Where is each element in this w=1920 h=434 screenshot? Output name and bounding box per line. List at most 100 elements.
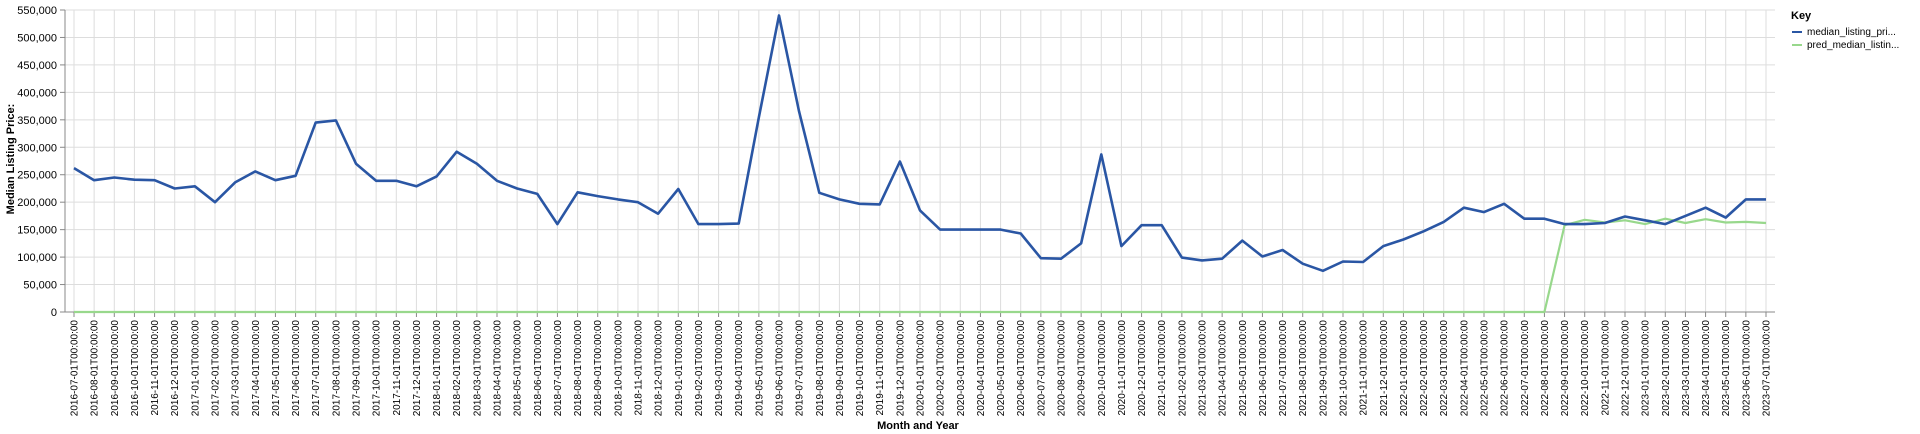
x-tick-label: 2016-10-01T00:00:00	[130, 320, 141, 417]
y-tick-label: 50,000	[23, 280, 57, 292]
x-tick-label: 2018-09-01T00:00:00	[593, 320, 604, 417]
x-tick-label: 2020-04-01T00:00:00	[976, 320, 987, 417]
x-tick-label: 2016-12-01T00:00:00	[170, 320, 181, 417]
x-tick-label: 2021-10-01T00:00:00	[1339, 320, 1350, 417]
x-tick-label: 2020-06-01T00:00:00	[1016, 320, 1027, 417]
x-tick-label: 2022-07-01T00:00:00	[1520, 320, 1531, 417]
x-tick-label: 2019-11-01T00:00:00	[875, 320, 886, 416]
x-tick-label: 2020-12-01T00:00:00	[1137, 320, 1148, 417]
x-tick-label: 2023-02-01T00:00:00	[1661, 320, 1672, 417]
x-tick-label: 2020-07-01T00:00:00	[1036, 320, 1047, 417]
x-tick-label: 2018-03-01T00:00:00	[472, 320, 483, 417]
x-tick-label: 2018-02-01T00:00:00	[452, 320, 463, 417]
x-tick-label: 2022-09-01T00:00:00	[1560, 320, 1571, 417]
x-tick-label: 2017-11-01T00:00:00	[392, 320, 403, 416]
x-tick-label: 2018-08-01T00:00:00	[573, 320, 584, 417]
x-tick-label: 2023-06-01T00:00:00	[1741, 320, 1752, 417]
y-tick-label: 250,000	[17, 170, 57, 182]
y-tick-label: 350,000	[17, 115, 57, 127]
x-tick-label: 2020-02-01T00:00:00	[936, 320, 947, 417]
x-tick-label: 2017-09-01T00:00:00	[352, 320, 363, 417]
x-tick-label: 2020-05-01T00:00:00	[996, 320, 1007, 417]
x-tick-label: 2019-05-01T00:00:00	[754, 320, 765, 417]
y-tick-label: 300,000	[17, 142, 57, 154]
x-tick-label: 2020-01-01T00:00:00	[916, 320, 927, 417]
x-tick-label: 2018-06-01T00:00:00	[533, 320, 544, 417]
x-tick-label: 2017-04-01T00:00:00	[251, 320, 262, 417]
x-tick-label: 2016-07-01T00:00:00	[70, 320, 81, 417]
x-tick-label: 2016-08-01T00:00:00	[90, 320, 101, 417]
legend: Key median_listing_pri... pred_median_li…	[1791, 10, 1899, 51]
y-axis-title: Median Listing Price:	[5, 104, 17, 215]
y-tick-label: 550,000	[17, 5, 57, 17]
x-tick-label: 2018-11-01T00:00:00	[634, 320, 645, 416]
x-tick-label: 2022-03-01T00:00:00	[1439, 320, 1450, 417]
x-tick-label: 2018-12-01T00:00:00	[654, 320, 665, 417]
x-tick-label: 2019-08-01T00:00:00	[815, 320, 826, 417]
y-tick-label: 100,000	[17, 252, 57, 264]
x-tick-label: 2020-09-01T00:00:00	[1077, 320, 1088, 417]
x-tick-label: 2021-01-01T00:00:00	[1157, 320, 1168, 417]
x-tick-label: 2020-11-01T00:00:00	[1117, 320, 1128, 416]
y-tick-label: 150,000	[17, 225, 57, 237]
x-tick-label: 2018-07-01T00:00:00	[553, 320, 564, 417]
x-tick-label: 2017-06-01T00:00:00	[291, 320, 302, 417]
x-tick-label: 2019-02-01T00:00:00	[694, 320, 705, 417]
x-tick-label: 2021-07-01T00:00:00	[1278, 320, 1289, 417]
x-tick-label: 2021-05-01T00:00:00	[1238, 320, 1249, 417]
x-tick-label: 2023-05-01T00:00:00	[1721, 320, 1732, 417]
y-tick-label: 400,000	[17, 87, 57, 99]
x-tick-label: 2019-12-01T00:00:00	[895, 320, 906, 417]
x-tick-label: 2022-12-01T00:00:00	[1621, 320, 1632, 417]
series-line-pred-median-listing-price	[74, 217, 1767, 314]
series-line-median-listing-price	[73, 14, 1766, 273]
y-tick-label: 0	[51, 307, 57, 319]
x-tick-label: 2017-08-01T00:00:00	[331, 320, 342, 417]
x-tick-label: 2018-04-01T00:00:00	[493, 320, 504, 417]
x-tick-label: 2019-03-01T00:00:00	[714, 320, 725, 417]
x-tick-label: 2021-02-01T00:00:00	[1177, 320, 1188, 417]
x-tick-label: 2016-09-01T00:00:00	[110, 320, 121, 417]
x-tick-label: 2022-05-01T00:00:00	[1480, 320, 1491, 417]
x-axis-ticks: 2016-07-01T00:00:00 2016-08-01T00:00:00 20…	[70, 312, 1773, 416]
x-tick-label: 2021-08-01T00:00:00	[1298, 320, 1309, 417]
x-tick-label: 2016-11-01T00:00:00	[150, 320, 161, 416]
x-tick-label: 2022-06-01T00:00:00	[1500, 320, 1511, 417]
legend-title: Key	[1791, 10, 1812, 22]
x-tick-label: 2018-01-01T00:00:00	[432, 320, 443, 417]
x-tick-label: 2017-10-01T00:00:00	[372, 320, 383, 417]
legend-label-median-listing-price: median_listing_pri...	[1807, 27, 1896, 38]
x-tick-label: 2022-10-01T00:00:00	[1580, 320, 1591, 417]
x-tick-label: 2022-11-01T00:00:00	[1600, 320, 1611, 416]
x-tick-label: 2023-07-01T00:00:00	[1762, 320, 1773, 417]
x-tick-label: 2019-09-01T00:00:00	[835, 320, 846, 417]
x-tick-label: 2017-05-01T00:00:00	[271, 320, 282, 417]
x-axis-title: Month and Year	[877, 420, 959, 432]
x-tick-label: 2023-01-01T00:00:00	[1641, 320, 1652, 417]
gridlines	[65, 9, 1775, 313]
x-tick-label: 2021-11-01T00:00:00	[1359, 320, 1370, 416]
y-tick-label: 500,000	[17, 32, 57, 44]
x-tick-label: 2020-08-01T00:00:00	[1057, 320, 1068, 417]
x-tick-label: 2018-05-01T00:00:00	[513, 320, 524, 417]
x-tick-label: 2023-03-01T00:00:00	[1681, 320, 1692, 417]
x-tick-label: 2019-10-01T00:00:00	[855, 320, 866, 417]
x-tick-label: 2021-03-01T00:00:00	[1198, 320, 1209, 417]
y-tick-label: 450,000	[17, 60, 57, 72]
x-tick-label: 2017-07-01T00:00:00	[311, 320, 322, 417]
x-tick-label: 2023-04-01T00:00:00	[1701, 320, 1712, 417]
x-tick-label: 2019-04-01T00:00:00	[734, 320, 745, 417]
y-axis-ticks: 0 50,000 100,000 150,000 200,000 250,000 300,0…	[17, 5, 65, 319]
y-tick-label: 200,000	[17, 197, 57, 209]
x-tick-label: 2019-01-01T00:00:00	[674, 320, 685, 417]
x-tick-label: 2019-06-01T00:00:00	[775, 320, 786, 417]
x-tick-label: 2020-03-01T00:00:00	[956, 320, 967, 417]
x-tick-label: 2017-02-01T00:00:00	[211, 320, 222, 417]
x-tick-label: 2020-10-01T00:00:00	[1097, 320, 1108, 417]
x-tick-label: 2022-08-01T00:00:00	[1540, 320, 1551, 417]
x-tick-label: 2021-09-01T00:00:00	[1318, 320, 1329, 417]
x-tick-label: 2021-04-01T00:00:00	[1218, 320, 1229, 417]
x-tick-label: 2017-01-01T00:00:00	[190, 320, 201, 417]
x-tick-label: 2022-01-01T00:00:00	[1399, 320, 1410, 417]
